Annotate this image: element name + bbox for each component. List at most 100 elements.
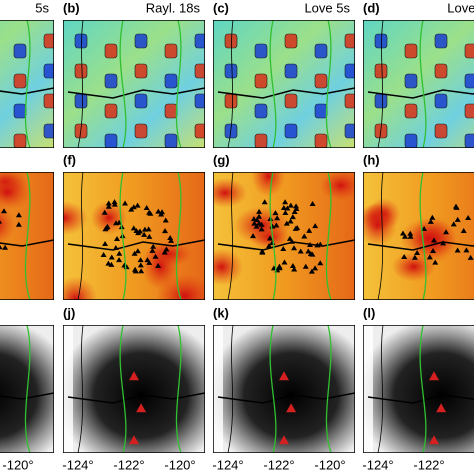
station [105, 260, 112, 266]
station [407, 230, 414, 236]
station [256, 208, 263, 214]
station [0, 244, 3, 250]
station [114, 235, 121, 241]
station [454, 247, 461, 253]
anomaly-cell [284, 93, 298, 109]
station [467, 254, 474, 260]
source [279, 435, 289, 445]
station [261, 199, 268, 205]
anomaly-cell [344, 33, 355, 49]
velocity-blob [213, 248, 244, 286]
station [272, 210, 279, 216]
station [421, 226, 428, 232]
station [305, 248, 312, 254]
station [146, 233, 153, 239]
river [217, 392, 355, 404]
map-panel [63, 172, 205, 300]
x-tick-label: -122° [413, 457, 444, 472]
map-panel [0, 20, 54, 148]
anomaly-cell [314, 133, 328, 148]
boundary [419, 20, 427, 148]
station [155, 263, 162, 269]
anomaly-cell [104, 133, 118, 148]
map-panel [63, 325, 205, 453]
station [289, 262, 296, 268]
anomaly-cell [314, 43, 328, 59]
station [1, 208, 8, 214]
river [67, 239, 205, 251]
station [293, 203, 300, 209]
station [276, 263, 283, 269]
station [2, 244, 9, 250]
station [426, 254, 433, 260]
source [279, 371, 289, 381]
station [122, 200, 129, 206]
station [161, 249, 168, 255]
map-panel [363, 172, 474, 300]
source [136, 403, 147, 413]
coastline [227, 172, 234, 300]
station [465, 215, 472, 221]
source [429, 371, 439, 381]
panel-label: (l) [363, 305, 375, 320]
boundary [119, 172, 182, 300]
river [367, 89, 474, 99]
anomaly-cell [164, 103, 178, 119]
station [101, 209, 108, 215]
source [129, 435, 139, 445]
anomaly-cell [434, 93, 448, 109]
velocity-blob [141, 242, 180, 290]
station [113, 220, 120, 226]
velocity-blob [319, 172, 355, 201]
station [253, 216, 260, 222]
anomaly-cell [134, 33, 148, 49]
source [436, 403, 447, 413]
panel-title: 5s [35, 0, 49, 15]
station [281, 259, 288, 265]
station [284, 205, 291, 211]
river [67, 392, 205, 404]
station [460, 227, 467, 233]
station [253, 223, 260, 229]
x-tick-label: -124° [362, 457, 393, 472]
station [141, 226, 148, 232]
boundary [24, 20, 31, 148]
station [450, 221, 457, 227]
anomaly-cell [134, 93, 148, 109]
station [15, 212, 22, 218]
station [108, 261, 115, 267]
station [111, 201, 118, 207]
river [367, 394, 474, 404]
anomaly-cell [254, 103, 268, 119]
anomaly-cell [344, 63, 355, 79]
station [167, 235, 174, 241]
coastline [77, 20, 84, 148]
anomaly-cell [13, 133, 27, 148]
station [289, 214, 296, 220]
anomaly-cell [464, 103, 474, 119]
station [430, 248, 437, 254]
anomaly-cell [43, 93, 54, 109]
station [308, 268, 315, 274]
anomaly-cell [164, 73, 178, 89]
anomaly-cell [254, 133, 268, 148]
station [282, 199, 289, 205]
station [162, 228, 169, 234]
station [152, 253, 159, 259]
map-panel [213, 20, 355, 148]
station [256, 213, 263, 219]
x-tick-label: -120° [164, 457, 195, 472]
station [131, 250, 138, 256]
anomaly-cell [104, 73, 118, 89]
station [453, 204, 460, 210]
station [102, 226, 109, 232]
station [137, 257, 144, 263]
station [158, 211, 165, 217]
anomaly-cell [284, 63, 298, 79]
station [149, 247, 156, 253]
velocity-blob [0, 174, 31, 211]
anomaly-cell [164, 133, 178, 148]
station [312, 265, 319, 271]
station [273, 222, 280, 228]
